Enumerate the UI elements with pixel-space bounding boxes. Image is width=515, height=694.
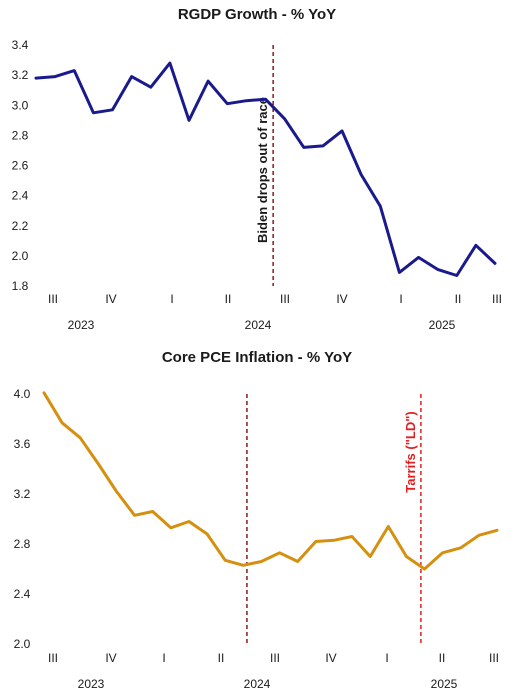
x-tick-label: IV bbox=[105, 651, 116, 665]
x-tick-label: II bbox=[218, 651, 225, 665]
y-tick-label: 3.2 bbox=[12, 68, 29, 82]
y-tick-label: 4.0 bbox=[14, 387, 31, 401]
annotation-label: Biden drops out of race bbox=[255, 97, 270, 243]
y-tick-label: 2.0 bbox=[14, 637, 31, 651]
x-year-label: 2024 bbox=[245, 318, 272, 332]
y-tick-label: 2.6 bbox=[12, 159, 29, 173]
chart-panel-1: RGDP Growth - % YoY 3.4 3.2 3.0 2.8 2.6 2.4 2.2… bbox=[12, 6, 502, 332]
y-tick-label: 2.4 bbox=[12, 189, 29, 203]
chart-title: Core PCE Inflation - % YoY bbox=[162, 349, 352, 366]
x-year-label: 2025 bbox=[431, 677, 458, 691]
x-tick-label: IV bbox=[105, 292, 116, 306]
x-tick-label: II bbox=[439, 651, 446, 665]
y-tick-label: 2.0 bbox=[12, 249, 29, 263]
x-year-label: 2025 bbox=[429, 318, 456, 332]
x-tick-label: III bbox=[489, 651, 499, 665]
x-year-label: 2023 bbox=[68, 318, 95, 332]
y-tick-label: 2.8 bbox=[14, 537, 31, 551]
chart-panel-2: Core PCE Inflation - % YoY 4.0 3.6 3.2 2.8 2.… bbox=[14, 349, 499, 691]
y-tick-label: 3.4 bbox=[12, 38, 29, 52]
x-tick-label: III bbox=[280, 292, 290, 306]
series-line bbox=[42, 391, 499, 571]
x-tick-label: II bbox=[455, 292, 462, 306]
x-year-label: 2023 bbox=[78, 677, 105, 691]
y-tick-label: 1.8 bbox=[12, 279, 29, 293]
x-year-label: 2024 bbox=[244, 677, 271, 691]
x-tick-label: III bbox=[48, 292, 58, 306]
x-tick-label: III bbox=[48, 651, 58, 665]
annotation-label: Tarrifs ("LD") bbox=[403, 411, 418, 492]
x-tick-label: IV bbox=[325, 651, 336, 665]
chart-title: RGDP Growth - % YoY bbox=[178, 6, 336, 23]
x-tick-label: I bbox=[399, 292, 402, 306]
x-tick-label: I bbox=[385, 651, 388, 665]
y-tick-label: 2.8 bbox=[12, 128, 29, 142]
y-tick-label: 2.4 bbox=[14, 587, 31, 601]
y-tick-label: 3.6 bbox=[14, 437, 31, 451]
x-tick-label: IV bbox=[336, 292, 347, 306]
series-line bbox=[34, 61, 497, 277]
y-tick-label: 3.2 bbox=[14, 487, 31, 501]
x-tick-label: I bbox=[170, 292, 173, 306]
x-tick-label: I bbox=[162, 651, 165, 665]
y-tick-label: 3.0 bbox=[12, 98, 29, 112]
x-tick-label: II bbox=[225, 292, 232, 306]
x-tick-label: III bbox=[270, 651, 280, 665]
y-tick-label: 2.2 bbox=[12, 219, 29, 233]
x-tick-label: III bbox=[492, 292, 502, 306]
